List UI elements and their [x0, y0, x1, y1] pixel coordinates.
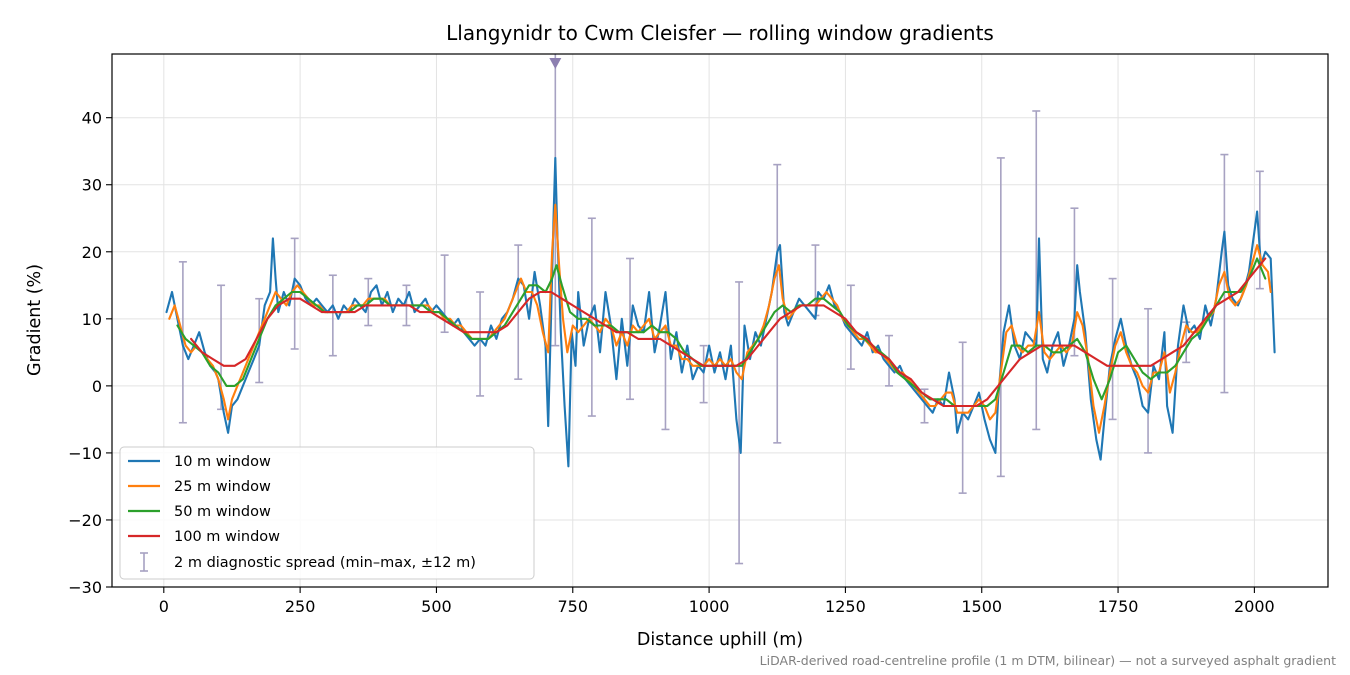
x-tick-label: 500: [421, 597, 452, 616]
legend-box: [119, 446, 535, 580]
y-tick-label: 20: [82, 243, 102, 262]
x-tick-label: 750: [557, 597, 588, 616]
error-bar: [476, 291, 485, 397]
y-tick-label: −10: [68, 444, 102, 463]
y-tick-label: 10: [82, 310, 102, 329]
y-tick-label: 40: [82, 109, 102, 128]
axis-ticks: 0 250 500 750 1000 1250 1500 1750 2000 −30 −20 −10 0…: [68, 109, 1275, 616]
error-bar: [1032, 110, 1041, 431]
error-bar: [1255, 170, 1264, 290]
error-bar: [699, 344, 708, 404]
error-bar: [773, 163, 782, 444]
x-tick-label: 1750: [1098, 597, 1139, 616]
x-tick-label: 2000: [1234, 597, 1275, 616]
x-tick-label: 1000: [689, 597, 730, 616]
clipped-markers: [549, 58, 562, 69]
error-bar: [735, 281, 744, 565]
x-tick-label: 1500: [961, 597, 1002, 616]
chart-title: Llangynidr to Cwm Cleisfer — rolling win…: [446, 21, 994, 45]
x-tick-label: 0: [159, 597, 169, 616]
legend-label-50m: 50 m window: [174, 504, 271, 520]
error-bars: [178, 54, 1264, 565]
clipped-marker: [549, 58, 562, 69]
error-bar: [551, 54, 560, 347]
error-bar: [958, 341, 967, 494]
x-tick-label: 250: [285, 597, 316, 616]
plot-frame: [111, 53, 1329, 588]
error-bar: [328, 274, 337, 357]
y-tick-label: 30: [82, 176, 102, 195]
error-bar: [290, 237, 299, 350]
footnote: LiDAR-derived road-centreline profile (1…: [760, 653, 1336, 668]
series-lines: [165, 156, 1276, 468]
legend-swatch-errorbar: [140, 552, 148, 572]
x-tick-label: 1250: [825, 597, 866, 616]
legend: 10 m window 25 m window 50 m window 100 …: [119, 446, 535, 580]
y-tick-label: 0: [92, 377, 102, 396]
legend-label-100m: 100 m window: [174, 529, 280, 545]
legend-label-25m: 25 m window: [174, 479, 271, 495]
x-axis-label: Distance uphill (m): [637, 630, 803, 650]
error-bar: [1144, 307, 1153, 454]
y-tick-label: −20: [68, 511, 102, 530]
y-tick-label: −30: [68, 578, 102, 597]
y-axis-label: Gradient (%): [25, 264, 45, 376]
legend-label-10m: 10 m window: [174, 454, 271, 470]
error-bar: [996, 157, 1005, 478]
series-line-3: [190, 257, 1267, 408]
legend-label-errorbar: 2 m diagnostic spread (min–max, ±12 m): [174, 555, 476, 571]
